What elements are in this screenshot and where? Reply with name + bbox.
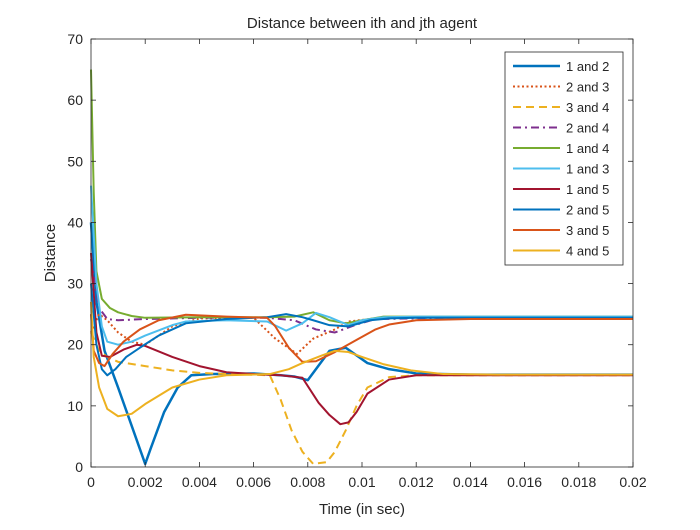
legend-label: 3 and 4	[566, 100, 609, 115]
legend-label: 1 and 2	[566, 59, 609, 74]
legend-label: 4 and 5	[566, 244, 609, 259]
legend-label: 3 and 5	[566, 223, 609, 238]
x-tick-label: 0.016	[507, 474, 542, 490]
x-tick-label: 0.018	[561, 474, 596, 490]
series-layer	[89, 69, 633, 466]
x-tick-label: 0.002	[128, 474, 163, 490]
y-tick-label: 30	[67, 276, 83, 292]
y-tick-label: 0	[75, 459, 83, 475]
series-line-4	[90, 258, 633, 334]
legend-label: 1 and 3	[566, 162, 609, 177]
legend-label: 2 and 3	[566, 80, 609, 95]
x-tick-label: 0.004	[182, 474, 217, 490]
x-axis-ticks: 0 0.002 0.004 0.006 0.008 0.01 0.012 0.014 0.016…	[87, 39, 647, 490]
y-tick-label: 60	[67, 92, 83, 108]
x-tick-label: 0.02	[619, 474, 646, 490]
legend-label: 2 and 4	[566, 121, 609, 136]
x-tick-label: 0.014	[453, 474, 488, 490]
series-line-6	[90, 185, 633, 346]
legend-label: 2 and 5	[566, 203, 609, 218]
series-line-3	[90, 332, 633, 465]
x-tick-label: 0.012	[399, 474, 434, 490]
legend-label: 1 and 4	[566, 141, 609, 156]
legend-label: 1 and 5	[566, 182, 609, 197]
series-line-2	[90, 313, 633, 355]
x-tick-label: 0	[87, 474, 95, 490]
x-tick-label: 0.006	[236, 474, 271, 490]
x-tick-label: 0.01	[348, 474, 375, 490]
series-line-9	[90, 313, 633, 368]
chart-title: Distance between ith and jth agent	[247, 15, 478, 32]
y-axis-ticks: 0 10 20 30 40 50 60 70	[67, 31, 633, 475]
y-axis-label: Distance	[42, 224, 59, 282]
y-tick-label: 70	[67, 31, 83, 47]
y-tick-label: 20	[67, 337, 83, 353]
x-axis-label: Time (in sec)	[319, 501, 405, 518]
series-line-10	[90, 301, 633, 418]
y-tick-label: 10	[67, 398, 83, 414]
legend: 1 and 2 2 and 3 3 and 4 2 and 4 1 and 4 1 and…	[504, 51, 624, 266]
x-tick-label: 0.008	[290, 474, 325, 490]
y-tick-label: 50	[67, 153, 83, 169]
y-tick-label: 40	[67, 214, 83, 230]
